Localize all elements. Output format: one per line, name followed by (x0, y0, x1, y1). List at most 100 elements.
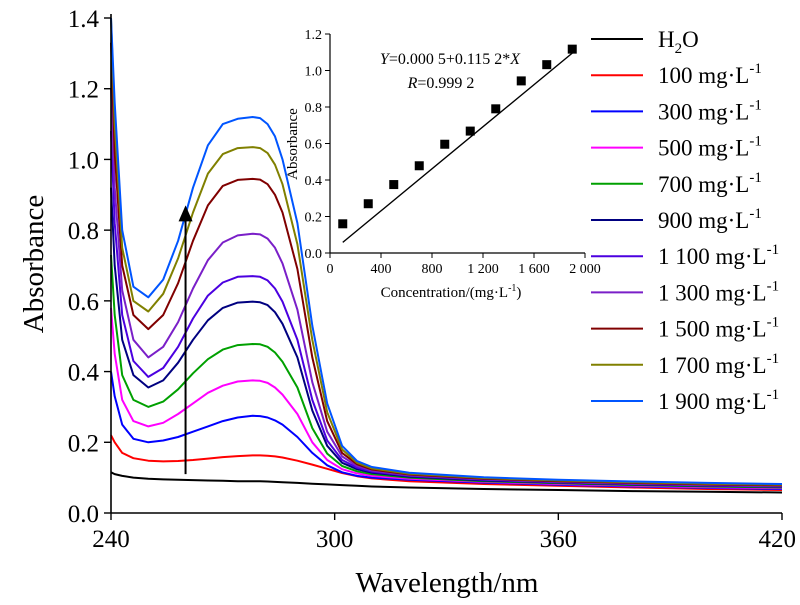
main-plot-area: 0.0 0.2 0.4 0.6 0.8 1.0 1.2 1.4 240 300 360 420 Wa… (18, 6, 796, 599)
legend-label-sup: -1 (749, 61, 762, 77)
inset-point-5 (465, 126, 475, 136)
inset-x-axis-label-tail: ) (516, 285, 521, 301)
inset-y-tick-label: 1.2 (305, 28, 323, 43)
fit-equation-x: X (509, 51, 521, 68)
main-y-tick-label: 1.0 (68, 147, 99, 174)
legend-label-3: 500 mg·L-1 (658, 134, 762, 161)
calibration-inset: 0.0 0.2 0.4 0.6 0.8 1.0 1.2 0 400 800 1 200 1 600 2… (285, 28, 601, 301)
legend-label-sup: -1 (767, 351, 780, 367)
legend-label-7: 1 300 mg·L-1 (658, 278, 779, 305)
inset-point-0 (338, 219, 348, 229)
legend-label-9: 1 700 mg·L-1 (658, 351, 779, 378)
legend-label-main: 100 mg·L (658, 63, 749, 88)
legend-label-sup: -1 (749, 170, 762, 186)
legend-label-main: 700 mg·L (658, 172, 749, 197)
main-x-tick-label: 360 (540, 526, 578, 553)
inset-point-3 (414, 161, 424, 171)
inset-point-6 (491, 104, 501, 114)
legend-label-main: 300 mg·L (658, 99, 749, 124)
inset-y-tick-label: 0.2 (305, 211, 323, 226)
legend-label-sup: -1 (767, 315, 780, 331)
inset-fit-segment (342, 52, 573, 243)
inset-fit-line (342, 52, 573, 243)
main-x-axis-label: Wavelength/nm (356, 567, 539, 599)
inset-y-tick-label: 0.0 (305, 247, 323, 262)
legend-label-main: 500 mg·L (658, 136, 749, 161)
inset-y-tick-label: 0.4 (305, 174, 323, 189)
main-y-tick-label: 0.8 (68, 218, 99, 245)
main-x-tick-label: 240 (92, 526, 130, 553)
fit-correlation-rhs: =0.999 2 (417, 75, 474, 92)
inset-x-tick-label: 800 (422, 262, 443, 277)
series-line-1 (110, 434, 783, 491)
main-x-tick-label: 420 (759, 526, 797, 553)
series-line-10 (110, 17, 783, 485)
legend-label-2: 300 mg·L-1 (658, 97, 762, 124)
inset-point-2 (389, 180, 399, 190)
inset-point-9 (567, 44, 577, 54)
inset-x-tick-label: 400 (371, 262, 392, 277)
legend-label-main: 1 100 mg·L (658, 244, 767, 269)
legend-label-5: 900 mg·L-1 (658, 206, 762, 233)
legend-label-0: H2O (658, 27, 699, 57)
inset-x-axis-label-main: Concentration/(mg·L (381, 285, 508, 301)
legend-label-main: 1 900 mg·L (658, 389, 767, 414)
legend-label-8: 1 500 mg·L-1 (658, 315, 779, 342)
series-line-0 (110, 471, 783, 494)
main-y-tick-label: 0.2 (68, 430, 99, 457)
legend-label-main: H (658, 27, 675, 52)
inset-x-tick-label: 1 600 (518, 262, 550, 277)
inset-y-axis-label: Absorbance (285, 108, 301, 180)
inset-x-tick-label: 0 (327, 262, 334, 277)
legend-label-sup: -1 (749, 206, 762, 222)
inset-point-1 (363, 199, 373, 209)
legend-label-sup: -1 (749, 134, 762, 150)
legend-label-10: 1 900 mg·L-1 (658, 387, 779, 414)
inset-x-tick-label: 2 000 (569, 262, 601, 277)
concentration-arrow (178, 205, 193, 475)
main-y-tick-label: 0.4 (68, 360, 100, 387)
main-axes (104, 14, 783, 520)
legend-label-1: 100 mg·L-1 (658, 61, 762, 88)
main-y-tick-labels: 0.0 0.2 0.4 0.6 0.8 1.0 1.2 1.4 (68, 6, 100, 528)
main-y-tick-label: 0.6 (68, 289, 99, 316)
arrow-head (178, 205, 193, 222)
spectra-series-group (110, 17, 783, 494)
fit-equation-y: Y (380, 51, 391, 68)
legend-label-tail: O (682, 27, 699, 52)
inset-axes (325, 33, 586, 258)
inset-point-4 (440, 139, 450, 149)
fit-equation: Y=0.000 5+0.115 2*X (380, 51, 521, 68)
main-x-tick-label: 300 (316, 526, 354, 553)
legend-label-main: 900 mg·L (658, 208, 749, 233)
fit-equation-rhs: =0.000 5+0.115 2* (389, 51, 510, 68)
inset-data-points (338, 44, 577, 229)
fit-correlation-r: R (407, 75, 418, 92)
inset-y-tick-label: 0.6 (305, 138, 323, 153)
inset-x-tick-label: 1 200 (467, 262, 499, 277)
inset-y-tick-label: 0.8 (305, 101, 323, 116)
inset-x-axis-label-sup: -1 (508, 283, 516, 294)
inset-y-tick-labels: 0.0 0.2 0.4 0.6 0.8 1.0 1.2 (305, 28, 323, 262)
legend-label-main: 1 500 mg·L (658, 317, 767, 342)
main-y-tick-label: 1.2 (68, 77, 99, 104)
fit-correlation: R=0.999 2 (407, 75, 475, 92)
legend-label-sup: -1 (767, 387, 780, 403)
legend-label-main: 1 300 mg·L (658, 280, 767, 305)
main-x-tick-labels: 240 300 360 420 (92, 526, 796, 553)
legend-label-sub: 2 (675, 41, 683, 57)
main-y-tick-label: 1.4 (68, 6, 100, 33)
inset-x-tick-labels: 0 400 800 1 200 1 600 2 000 (327, 262, 601, 277)
inset-x-axis-label: Concentration/(mg·L-1) (381, 283, 522, 301)
main-y-tick-label: 0.0 (68, 501, 99, 528)
legend-label-main: 1 700 mg·L (658, 353, 767, 378)
inset-point-8 (542, 60, 552, 70)
legend-label-4: 700 mg·L-1 (658, 170, 762, 197)
legend-label-sup: -1 (767, 242, 780, 258)
inset-y-tick-label: 1.0 (305, 65, 323, 80)
inset-point-7 (516, 76, 526, 86)
legend-label-sup: -1 (767, 278, 780, 294)
main-y-axis-label: Absorbance (18, 195, 50, 334)
